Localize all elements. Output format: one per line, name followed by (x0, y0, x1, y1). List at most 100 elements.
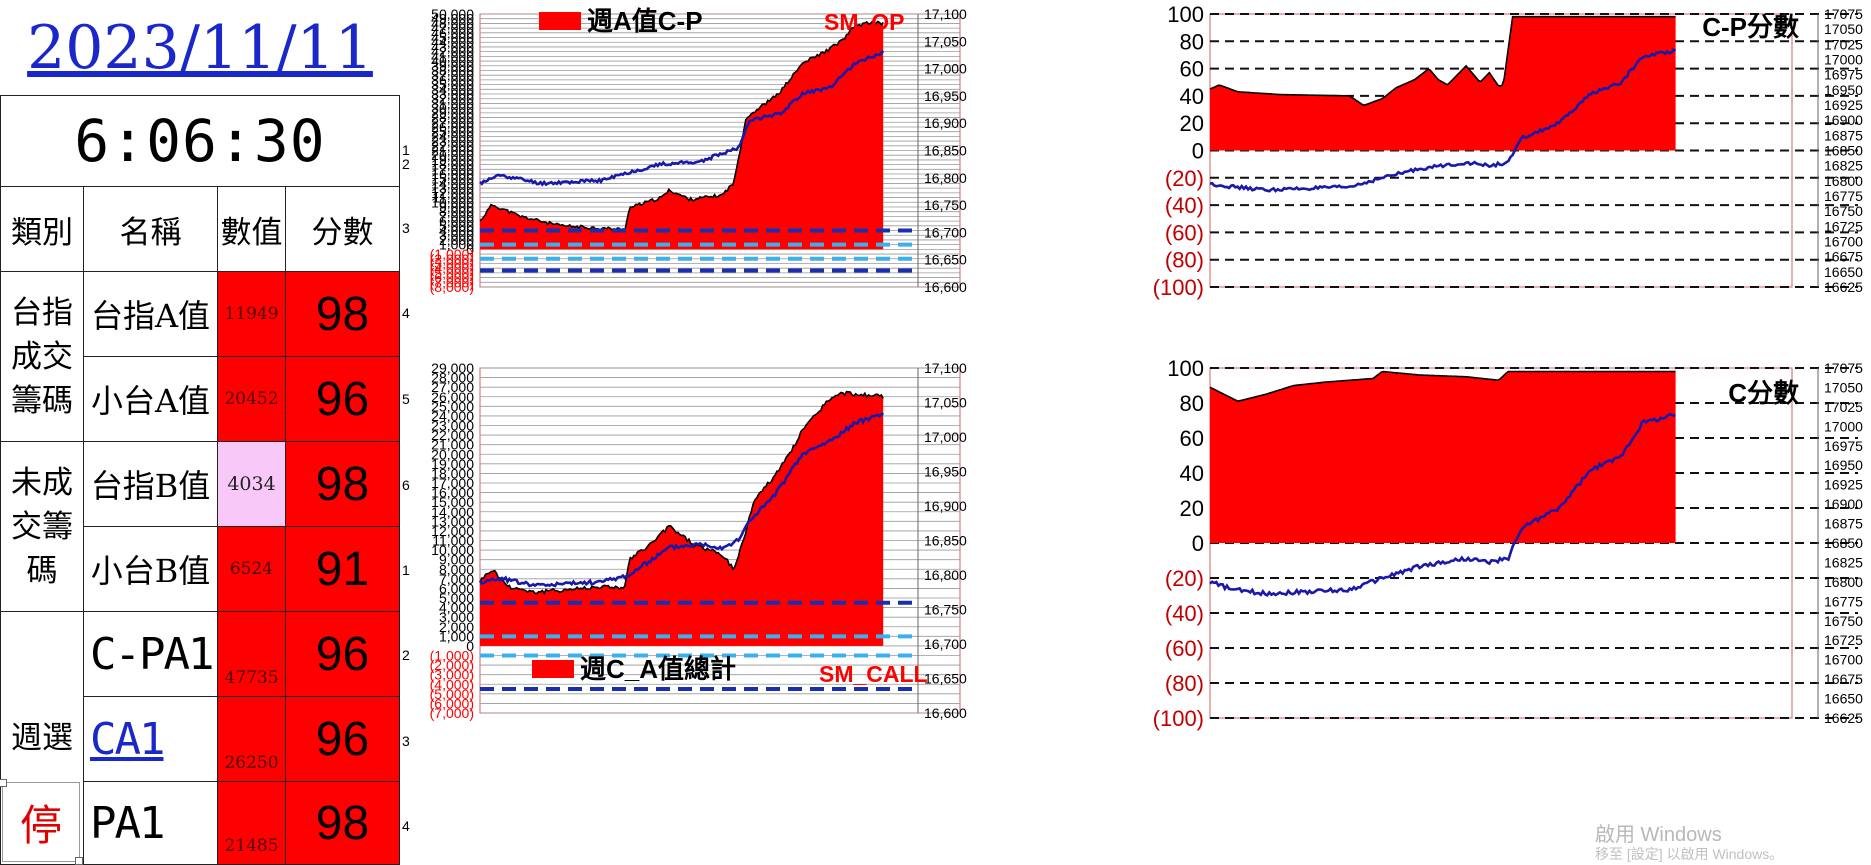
y2-tick-label: 16725 (1824, 632, 1863, 648)
y-tick-label: 16,000 (431, 485, 474, 501)
index-line (1209, 413, 1676, 598)
y2-tick-label: 16775 (1824, 593, 1863, 609)
y-tick-label: 33,000 (431, 86, 474, 102)
y-tick-label: 50,000 (431, 6, 474, 22)
y2-tick-label: 16625 (1824, 279, 1863, 295)
y-tick-label: 3,000 (439, 227, 474, 243)
row-marker: 3 (402, 220, 410, 236)
y-tick-label: (60) (1165, 636, 1204, 661)
y2-tick-label: 17025 (1824, 399, 1863, 415)
area-outline (479, 390, 884, 595)
y2-tick-label: 17,100 (924, 6, 967, 22)
y-tick-label: 0 (1192, 531, 1204, 556)
y-tick-label: (80) (1165, 671, 1204, 696)
y-tick-label: (40) (1165, 601, 1204, 626)
y-tick-label: 0 (1192, 139, 1204, 164)
y-tick-label: 6,000 (439, 580, 474, 596)
row-score: 98 (286, 272, 400, 357)
y-tick-label: 45,000 (431, 30, 474, 46)
date-link[interactable]: 2023/11/11 (27, 12, 373, 83)
row-marker: 5 (402, 391, 410, 407)
y-tick-label: 7,000 (439, 571, 474, 587)
y-tick-label: 32,000 (431, 91, 474, 107)
y-tick-label: 100 (1167, 360, 1204, 381)
y2-tick-label: 16850 (1824, 143, 1863, 159)
y2-tick-label: 16925 (1824, 97, 1863, 113)
row-score: 91 (286, 527, 400, 612)
y-tick-label: 37,000 (431, 67, 474, 83)
y2-tick-label: 16,750 (924, 197, 967, 213)
y-tick-label: 15,000 (431, 171, 474, 187)
category-untraded-chips: 未成 交籌 碼 (0, 442, 84, 612)
y-tick-label: (7,000) (430, 274, 474, 290)
y-tick-label: 18,000 (431, 157, 474, 173)
area-outline (1209, 15, 1676, 106)
y-tick-label: (100) (1153, 706, 1204, 731)
row-value: 4034 (218, 442, 286, 527)
y-tick-label: 5,000 (439, 590, 474, 606)
y-tick-label: 10,000 (431, 542, 474, 558)
y2-tick-label: 16,800 (924, 567, 967, 583)
y-tick-label: (40) (1165, 193, 1204, 218)
y-tick-label: (1,000) (430, 246, 474, 262)
y-tick-label: 25,000 (431, 124, 474, 140)
y2-tick-label: 16825 (1824, 158, 1863, 174)
y-tick-label: 21,000 (431, 437, 474, 453)
area-series (1210, 371, 1676, 543)
row-marker: 6 (402, 477, 410, 493)
row-marker: 1 (402, 562, 410, 578)
y-tick-label: 0 (466, 638, 474, 654)
y-tick-label: (2,000) (430, 657, 474, 673)
category-traded-chips: 台指 成交 籌碼 (0, 272, 84, 442)
y2-tick-label: 16800 (1824, 574, 1863, 590)
y-tick-label: 20,000 (431, 147, 474, 163)
y2-tick-label: 16900 (1824, 112, 1863, 128)
category-line: 籌碼 (11, 382, 73, 419)
y2-tick-label: 16,650 (924, 252, 967, 268)
row-value: 20452 (218, 357, 286, 442)
y2-tick-label: 16675 (1824, 249, 1863, 265)
y2-tick-label: 17050 (1824, 379, 1863, 395)
y-tick-label: 19,000 (431, 152, 474, 168)
y2-tick-label: 16825 (1824, 554, 1863, 570)
y-tick-label: (2,000) (430, 251, 474, 267)
y-tick-label: 48,000 (431, 15, 474, 31)
row-marker: 4 (402, 305, 410, 321)
y-tick-label: 22,000 (431, 427, 474, 443)
y2-tick-label: 16,700 (924, 636, 967, 652)
legend-swatch (539, 12, 581, 30)
ca1-link[interactable]: CA1 (84, 697, 218, 782)
header-score: 分數 (286, 187, 400, 272)
y-tick-label: 20,000 (431, 446, 474, 462)
row-value: 21485 (218, 782, 286, 865)
y-tick-label: 28,000 (431, 370, 474, 386)
category-line: 台指 (11, 294, 73, 331)
row-name: C-PA1 (84, 612, 218, 697)
y-tick-label: 31,000 (431, 95, 474, 111)
y2-tick-label: 16,950 (924, 88, 967, 104)
y-tick-label: 1,000 (439, 628, 474, 644)
y-tick-label: 60 (1180, 57, 1204, 82)
y2-tick-label: 16,950 (924, 464, 967, 480)
y2-tick-label: 17075 (1824, 6, 1863, 22)
y2-tick-label: 16875 (1824, 516, 1863, 532)
clock: 6:06:30 (0, 95, 400, 187)
windows-watermark: 啟用 Windows (1595, 824, 1722, 846)
y-tick-label: 14,000 (431, 175, 474, 191)
y2-tick-label: 16850 (1824, 535, 1863, 551)
y-tick-label: 12,000 (431, 523, 474, 539)
y2-tick-label: 16725 (1824, 218, 1863, 234)
y-tick-label: (20) (1165, 166, 1204, 191)
y2-tick-label: 16,800 (924, 170, 967, 186)
stop-button[interactable]: 停 (0, 779, 83, 865)
weekly-call-a-chart: 29,00028,00027,00026,00025,00024,00023,0… (414, 360, 1142, 865)
y-tick-label: 39,000 (431, 58, 474, 74)
chart-title: C分數 (1728, 378, 1799, 408)
y-tick-label: 34,000 (431, 81, 474, 97)
y2-tick-label: 16775 (1824, 188, 1863, 204)
row-marker: 4 (402, 818, 410, 834)
y-tick-label: 40 (1180, 84, 1204, 109)
y2-tick-label: 16675 (1824, 671, 1863, 687)
y2-tick-label: 16,850 (924, 143, 967, 159)
y-tick-label: 29,000 (431, 105, 474, 121)
